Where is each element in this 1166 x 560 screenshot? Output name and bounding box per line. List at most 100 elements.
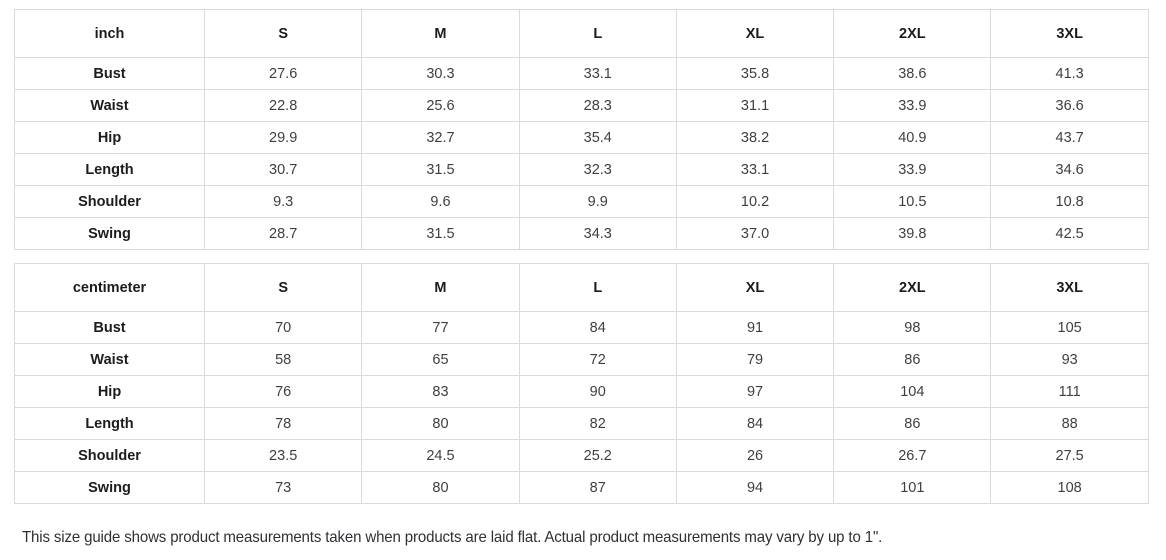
table-row: Bust 27.6 30.3 33.1 35.8 38.6 41.3 bbox=[14, 57, 1149, 90]
measurement-value: 78 bbox=[203, 407, 363, 440]
measurement-label-waist: Waist bbox=[14, 343, 205, 376]
measurement-value: 25.2 bbox=[518, 439, 677, 472]
measurement-value: 9.9 bbox=[518, 185, 677, 218]
measurement-label-shoulder: Shoulder bbox=[14, 439, 205, 472]
table-row: Shoulder 9.3 9.6 9.9 10.2 10.5 10.8 bbox=[14, 185, 1149, 218]
inch-table-header: inch S M L XL 2XL 3XL bbox=[14, 9, 1149, 58]
measurement-value: 79 bbox=[675, 343, 835, 376]
table-row: Length 30.7 31.5 32.3 33.1 33.9 34.6 bbox=[14, 153, 1149, 186]
measurement-label-hip: Hip bbox=[14, 121, 205, 154]
measurement-value: 9.6 bbox=[361, 185, 520, 218]
size-header-3xl: 3XL bbox=[990, 9, 1149, 58]
measurement-value: 31.5 bbox=[361, 153, 520, 186]
measurement-value: 40.9 bbox=[833, 121, 992, 154]
measurement-value: 94 bbox=[675, 471, 835, 504]
measurement-label-bust: Bust bbox=[14, 57, 205, 90]
size-header-m: M bbox=[361, 9, 520, 58]
table-row: Bust 70 77 84 91 98 105 bbox=[14, 311, 1149, 344]
measurement-value: 65 bbox=[361, 343, 520, 376]
measurement-value: 87 bbox=[518, 471, 677, 504]
measurement-value: 10.2 bbox=[675, 185, 835, 218]
table-header-row: inch S M L XL 2XL 3XL bbox=[14, 9, 1149, 58]
size-header-2xl: 2XL bbox=[833, 9, 992, 58]
measurement-value: 34.3 bbox=[518, 217, 677, 250]
measurement-value: 10.8 bbox=[990, 185, 1149, 218]
table-row: Swing 28.7 31.5 34.3 37.0 39.8 42.5 bbox=[14, 217, 1149, 250]
measurement-value: 35.8 bbox=[675, 57, 835, 90]
measurement-value: 83 bbox=[361, 375, 520, 408]
measurement-value: 38.2 bbox=[675, 121, 835, 154]
table-row: Swing 73 80 87 94 101 108 bbox=[14, 471, 1149, 504]
measurement-label-shoulder: Shoulder bbox=[14, 185, 205, 218]
measurement-value: 31.5 bbox=[361, 217, 520, 250]
measurement-value: 32.3 bbox=[518, 153, 677, 186]
table-row: Waist 22.8 25.6 28.3 31.1 33.9 36.6 bbox=[14, 89, 1149, 122]
measurement-value: 98 bbox=[833, 311, 992, 344]
size-header-l: L bbox=[518, 263, 677, 312]
measurement-label-length: Length bbox=[14, 407, 205, 440]
measurement-value: 43.7 bbox=[990, 121, 1149, 154]
measurement-value: 28.3 bbox=[518, 89, 677, 122]
measurement-value: 31.1 bbox=[675, 89, 835, 122]
measurement-value: 72 bbox=[518, 343, 677, 376]
table-row: Shoulder 23.5 24.5 25.2 26 26.7 27.5 bbox=[14, 439, 1149, 472]
measurement-value: 26 bbox=[675, 439, 835, 472]
measurement-value: 26.7 bbox=[833, 439, 992, 472]
size-header-l: L bbox=[518, 9, 677, 58]
size-header-xl: XL bbox=[675, 263, 835, 312]
size-guide-disclaimer: This size guide shows product measuremen… bbox=[22, 529, 883, 546]
measurement-label-hip: Hip bbox=[14, 375, 205, 408]
measurement-value: 25.6 bbox=[361, 89, 520, 122]
measurement-value: 30.7 bbox=[203, 153, 363, 186]
measurement-value: 33.1 bbox=[675, 153, 835, 186]
inch-size-table: inch S M L XL 2XL 3XL Bust 27.6 30.3 33.… bbox=[14, 9, 1149, 250]
size-header-2xl: 2XL bbox=[833, 263, 992, 312]
measurement-label-bust: Bust bbox=[14, 311, 205, 344]
measurement-value: 10.5 bbox=[833, 185, 992, 218]
measurement-value: 35.4 bbox=[518, 121, 677, 154]
table-header-row: centimeter S M L XL 2XL 3XL bbox=[14, 263, 1149, 312]
centimeter-size-table: centimeter S M L XL 2XL 3XL Bust 70 77 8… bbox=[14, 263, 1149, 504]
measurement-label-length: Length bbox=[14, 153, 205, 186]
measurement-value: 84 bbox=[518, 311, 677, 344]
table-row: Waist 58 65 72 79 86 93 bbox=[14, 343, 1149, 376]
centimeter-table-header: centimeter S M L XL 2XL 3XL bbox=[14, 263, 1149, 312]
measurement-value: 23.5 bbox=[203, 439, 363, 472]
table-row: Hip 76 83 90 97 104 111 bbox=[14, 375, 1149, 408]
table-row: Hip 29.9 32.7 35.4 38.2 40.9 43.7 bbox=[14, 121, 1149, 154]
size-header-s: S bbox=[203, 9, 363, 58]
measurement-value: 42.5 bbox=[990, 217, 1149, 250]
size-header-3xl: 3XL bbox=[990, 263, 1149, 312]
unit-header-centimeter: centimeter bbox=[14, 263, 205, 312]
measurement-value: 93 bbox=[990, 343, 1149, 376]
measurement-value: 73 bbox=[203, 471, 363, 504]
measurement-value: 32.7 bbox=[361, 121, 520, 154]
measurement-value: 111 bbox=[990, 375, 1149, 408]
inch-size-table-wrapper: inch S M L XL 2XL 3XL Bust 27.6 30.3 33.… bbox=[0, 9, 1149, 250]
table-row: Length 78 80 82 84 86 88 bbox=[14, 407, 1149, 440]
measurement-value: 33.9 bbox=[833, 153, 992, 186]
measurement-value: 105 bbox=[990, 311, 1149, 344]
measurement-value: 86 bbox=[833, 407, 992, 440]
centimeter-table-body: Bust 70 77 84 91 98 105 Waist 58 65 72 7… bbox=[14, 311, 1149, 504]
measurement-value: 58 bbox=[203, 343, 363, 376]
measurement-value: 30.3 bbox=[361, 57, 520, 90]
measurement-value: 76 bbox=[203, 375, 363, 408]
measurement-value: 101 bbox=[833, 471, 992, 504]
measurement-value: 91 bbox=[675, 311, 835, 344]
measurement-value: 80 bbox=[361, 407, 520, 440]
measurement-value: 22.8 bbox=[203, 89, 363, 122]
measurement-value: 38.6 bbox=[833, 57, 992, 90]
measurement-value: 27.6 bbox=[203, 57, 363, 90]
measurement-value: 104 bbox=[833, 375, 992, 408]
size-header-s: S bbox=[203, 263, 363, 312]
measurement-label-swing: Swing bbox=[14, 217, 205, 250]
centimeter-size-table-wrapper: centimeter S M L XL 2XL 3XL Bust 70 77 8… bbox=[0, 263, 1149, 504]
measurement-value: 41.3 bbox=[990, 57, 1149, 90]
measurement-value: 70 bbox=[203, 311, 363, 344]
measurement-value: 39.8 bbox=[833, 217, 992, 250]
measurement-value: 108 bbox=[990, 471, 1149, 504]
measurement-value: 88 bbox=[990, 407, 1149, 440]
measurement-label-swing: Swing bbox=[14, 471, 205, 504]
